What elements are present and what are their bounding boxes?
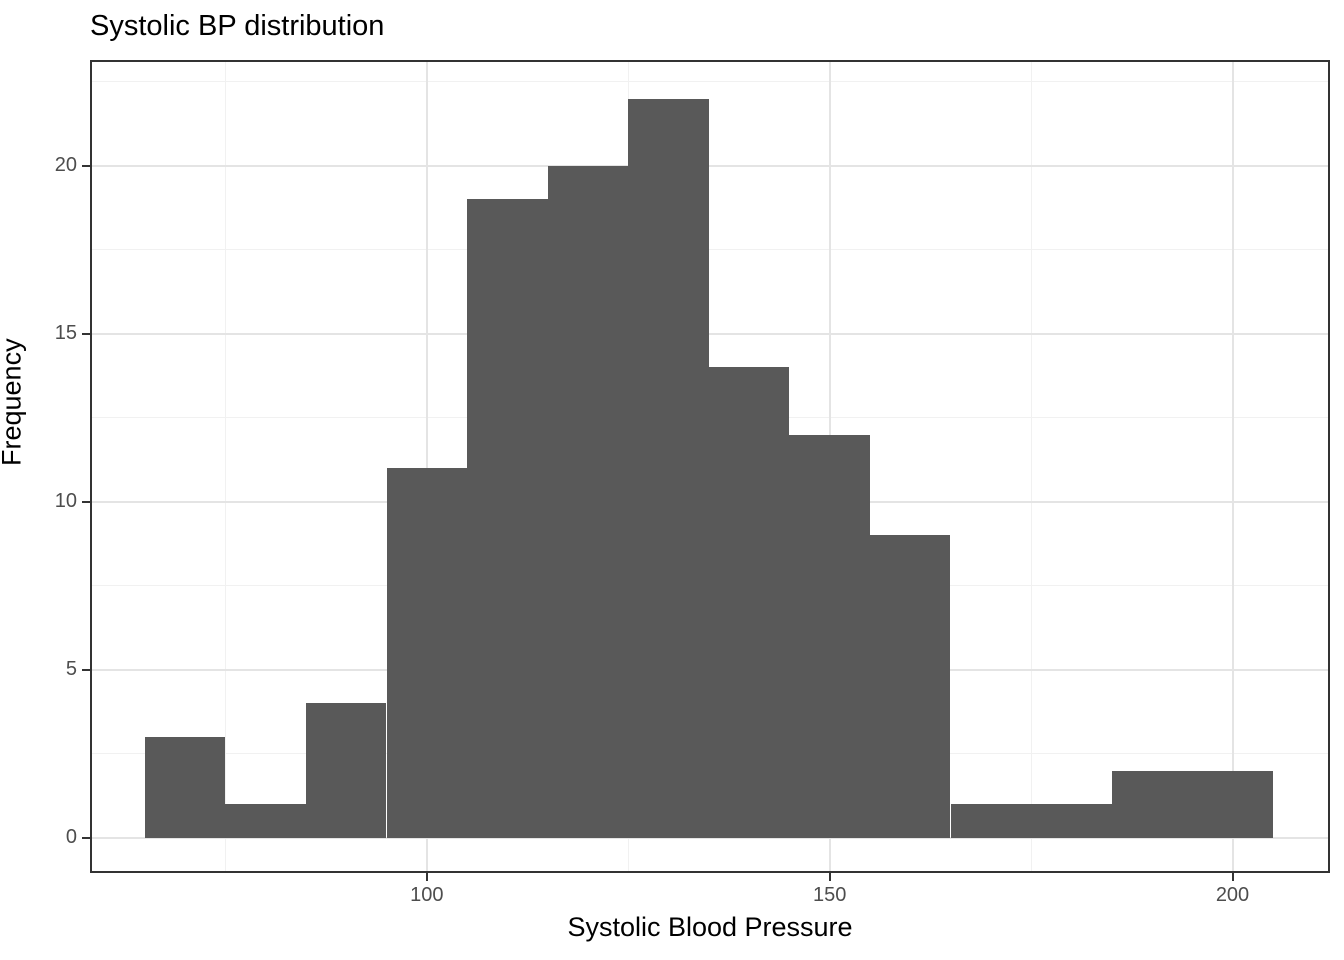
histogram-bar [1192, 770, 1273, 838]
gridline-y-major [90, 332, 1330, 335]
y-axis-tick [82, 668, 90, 671]
y-axis-title: Frequency [0, 338, 27, 466]
y-axis-tick [82, 500, 90, 503]
histogram-bar [467, 199, 548, 838]
x-tick-label: 200 [1215, 884, 1250, 906]
gridline-x-minor [224, 60, 226, 873]
x-axis-tick [1231, 873, 1234, 881]
histogram-bar [789, 434, 870, 838]
gridline-x-major [425, 60, 428, 873]
histogram-bar [950, 804, 1032, 838]
x-axis-title: Systolic Blood Pressure [567, 912, 853, 942]
gridline-y-major [90, 836, 1330, 839]
gridline-y-minor [90, 249, 1330, 251]
x-tick-label: 150 [812, 884, 847, 906]
gridline-x-major [1231, 60, 1234, 873]
histogram-bar [305, 703, 387, 838]
y-tick-label: 20 [54, 153, 77, 176]
histogram-bar [225, 804, 306, 838]
y-axis-tick [82, 332, 90, 335]
histogram-bar [144, 736, 226, 838]
histogram-bar [386, 468, 468, 838]
histogram-bar [547, 165, 629, 838]
histogram-bar [869, 535, 951, 838]
y-tick-label: 0 [65, 825, 77, 848]
histogram-bar [628, 98, 709, 838]
y-tick-label: 15 [54, 321, 77, 344]
y-axis-tick [82, 836, 90, 839]
x-tick-label: 100 [410, 884, 444, 906]
gridline-y-major [90, 164, 1330, 167]
y-tick-label: 10 [54, 489, 77, 512]
histogram-bar [1031, 804, 1112, 838]
gridline-x-minor [1030, 60, 1032, 873]
gridline-y-minor [90, 81, 1330, 83]
chart-title: Systolic BP distribution [90, 10, 385, 42]
histogram-bar [1111, 770, 1193, 838]
y-tick-label: 5 [65, 657, 77, 680]
x-axis-tick [828, 873, 831, 881]
plot-panel [90, 60, 1330, 873]
y-axis-tick [82, 164, 90, 167]
histogram-bar [708, 367, 790, 838]
x-axis-tick [425, 873, 428, 881]
